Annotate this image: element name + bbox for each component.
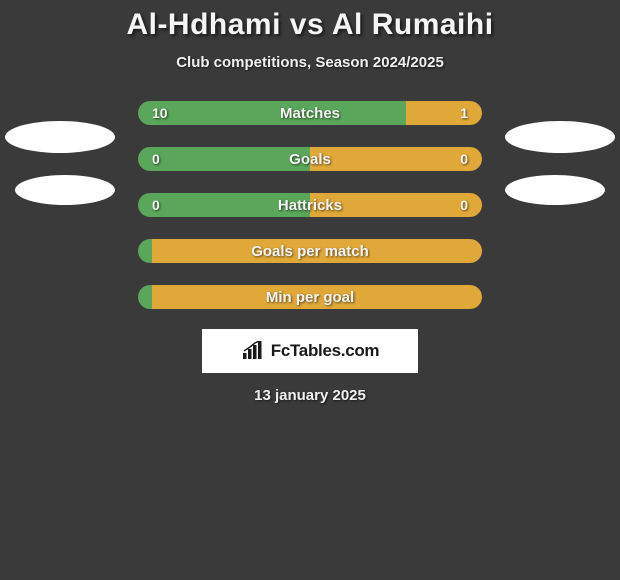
stat-bar: 00Goals xyxy=(138,147,482,171)
stat-bar-left-segment: 0 xyxy=(138,147,310,171)
stat-value-left: 0 xyxy=(152,151,160,167)
stat-bar-right-segment xyxy=(152,239,482,263)
stat-bar: 00Hattricks xyxy=(138,193,482,217)
stat-bar-left-segment xyxy=(138,285,152,309)
avatar-placeholder-right-1 xyxy=(505,121,615,153)
stat-bar-right-segment: 0 xyxy=(310,193,482,217)
stat-value-left: 10 xyxy=(152,105,168,121)
comparison-card: Al-Hdhami vs Al Rumaihi Club competition… xyxy=(0,0,620,404)
stat-value-right: 0 xyxy=(460,197,468,213)
logo-text: FcTables.com xyxy=(271,341,380,361)
stat-value-right: 0 xyxy=(460,151,468,167)
stat-bar-left-segment xyxy=(138,239,152,263)
stat-bar: Min per goal xyxy=(138,285,482,309)
stat-bar-right-segment xyxy=(152,285,482,309)
avatar-placeholder-left-1 xyxy=(5,121,115,153)
stat-bar-right-segment: 0 xyxy=(310,147,482,171)
stat-bar: 101Matches xyxy=(138,101,482,125)
avatar-placeholder-right-2 xyxy=(505,175,605,205)
page-title: Al-Hdhami vs Al Rumaihi xyxy=(0,8,620,42)
stat-bar-left-segment: 0 xyxy=(138,193,310,217)
stat-bar-left-segment: 10 xyxy=(138,101,406,125)
avatar-placeholder-left-2 xyxy=(15,175,115,205)
logo-box: FcTables.com xyxy=(202,329,418,373)
subtitle: Club competitions, Season 2024/2025 xyxy=(0,54,620,71)
date-line: 13 january 2025 xyxy=(0,387,620,404)
stat-bar: Goals per match xyxy=(138,239,482,263)
stat-value-right: 1 xyxy=(460,105,468,121)
stat-value-left: 0 xyxy=(152,197,160,213)
fctables-chart-icon xyxy=(241,341,267,361)
stat-bar-right-segment: 1 xyxy=(406,101,482,125)
